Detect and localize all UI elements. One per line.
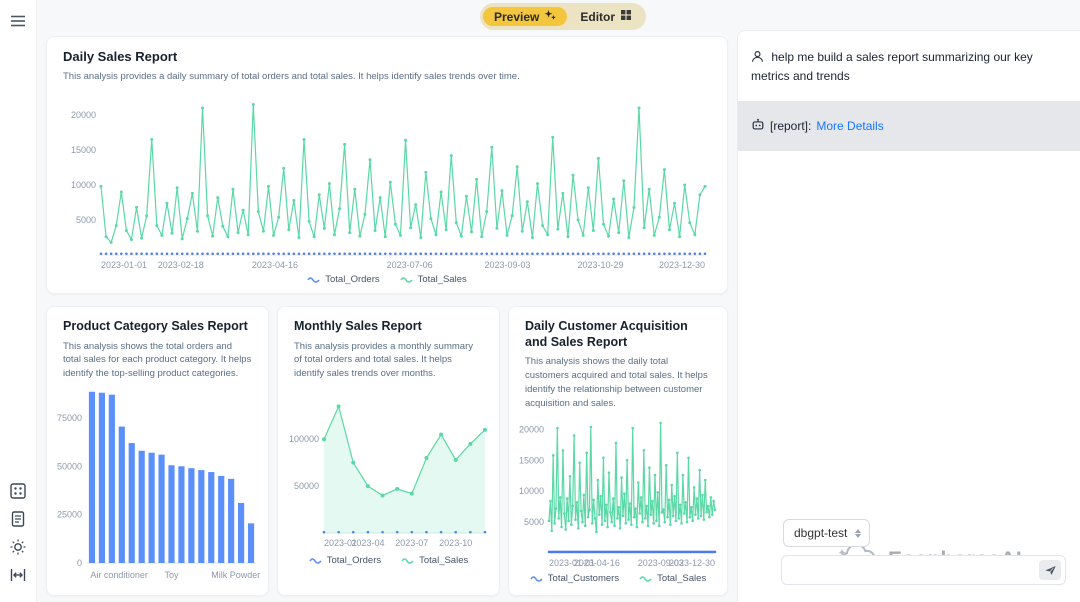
svg-text:75000: 75000 <box>57 413 82 423</box>
card-description: This analysis shows the total orders and… <box>63 340 252 380</box>
category-sales-chart: 0 25000 50000 75000 Air conditioner Toy Milk P… <box>57 391 260 580</box>
card-title: Monthly Sales Report <box>294 319 422 333</box>
chat-panel: help me build a sales report summarizing… <box>737 30 1080 602</box>
send-button[interactable] <box>1039 560 1061 580</box>
wave-icon <box>399 277 413 283</box>
svg-text:2023-04-16: 2023-04-16 <box>574 558 620 568</box>
svg-text:2023-01-01: 2023-01-01 <box>549 558 595 568</box>
editor-tab-label: Editor <box>580 9 616 24</box>
report-prefix: [report]: <box>770 119 812 133</box>
svg-text:20000: 20000 <box>519 424 544 434</box>
card-title: Daily Sales Report <box>63 49 178 64</box>
legend-item-total-sales[interactable]: Total_Sales <box>401 555 468 566</box>
card-title: Product Category Sales Report <box>63 319 248 333</box>
svg-text:15000: 15000 <box>71 145 96 155</box>
collapse-panel-icon[interactable] <box>9 566 27 584</box>
svg-text:2023-09-03: 2023-09-03 <box>484 260 530 270</box>
wave-icon <box>309 558 322 564</box>
svg-text:50000: 50000 <box>57 461 82 471</box>
mode-toggle: Preview Editor <box>480 3 647 30</box>
svg-text:2023-01: 2023-01 <box>324 538 357 548</box>
legend-item-total-customers[interactable]: Total_Customers <box>530 573 619 584</box>
card-description: This analysis shows the daily total cust… <box>525 356 708 409</box>
chart-legend: Total_Orders Total_Sales <box>47 274 727 285</box>
svg-text:0: 0 <box>77 558 82 568</box>
svg-text:2023-10: 2023-10 <box>439 538 472 548</box>
daily-sales-card: Daily Sales Report This analysis provide… <box>46 36 728 294</box>
svg-text:2023-04: 2023-04 <box>351 538 384 548</box>
wave-icon <box>530 576 543 582</box>
svg-text:10000: 10000 <box>71 180 96 190</box>
chat-input[interactable] <box>790 559 1034 583</box>
svg-text:Milk Powder: Milk Powder <box>211 570 260 580</box>
wave-icon <box>307 277 320 283</box>
svg-text:2023-12-30: 2023-12-30 <box>669 558 715 568</box>
svg-text:2023-04-16: 2023-04-16 <box>252 260 298 270</box>
svg-text:Air conditioner: Air conditioner <box>90 570 148 580</box>
legend-item-total-sales[interactable]: Total_Sales <box>399 274 467 285</box>
svg-text:2023-02-18: 2023-02-18 <box>158 260 204 270</box>
svg-text:10000: 10000 <box>519 486 544 496</box>
sparkles-icon <box>544 9 556 24</box>
preview-tab[interactable]: Preview <box>483 7 568 26</box>
svg-text:20000: 20000 <box>71 110 96 120</box>
chat-input-row <box>781 555 1066 585</box>
svg-text:Toy: Toy <box>164 570 179 580</box>
user-message: help me build a sales report summarizing… <box>751 49 1066 86</box>
card-title: Daily Customer Acquisition and Sales Rep… <box>525 319 688 349</box>
model-select[interactable]: dbgpt-test <box>783 519 871 547</box>
wave-icon <box>401 558 414 564</box>
send-icon <box>1044 565 1056 575</box>
wave-icon <box>639 576 652 582</box>
apps-grid-icon[interactable] <box>9 482 27 500</box>
left-sidebar <box>0 0 37 602</box>
robot-icon <box>751 118 765 135</box>
hamburger-menu-icon[interactable] <box>9 12 27 30</box>
svg-text:15000: 15000 <box>519 455 544 465</box>
svg-text:5000: 5000 <box>76 215 96 225</box>
preview-tab-label: Preview <box>494 9 540 24</box>
report-response-row: [report]: More Details <box>738 101 1080 151</box>
card-description: This analysis provides a daily summary o… <box>63 71 520 83</box>
svg-text:100000: 100000 <box>289 434 319 444</box>
legend-item-total-sales[interactable]: Total_Sales <box>639 573 706 584</box>
chart-legend: Total_Orders Total_Sales <box>278 555 499 566</box>
user-icon <box>751 51 767 66</box>
acquisition-card: Daily Customer Acquisition and Sales Rep… <box>508 306 728 596</box>
svg-text:2023-10-29: 2023-10-29 <box>577 260 623 270</box>
legend-item-total-orders[interactable]: Total_Orders <box>307 274 380 285</box>
select-carets-icon <box>855 528 862 538</box>
legend-item-total-orders[interactable]: Total_Orders <box>309 555 381 566</box>
svg-text:2023-07-06: 2023-07-06 <box>387 260 433 270</box>
editor-tab[interactable]: Editor <box>569 7 643 26</box>
theme-sun-icon[interactable] <box>9 538 27 556</box>
svg-text:25000: 25000 <box>57 510 82 520</box>
svg-text:2023-01-01: 2023-01-01 <box>101 260 147 270</box>
grid-icon <box>620 9 632 24</box>
monthly-sales-card: Monthly Sales Report This analysis provi… <box>277 306 500 596</box>
svg-text:5000: 5000 <box>524 517 544 527</box>
svg-text:2023-07: 2023-07 <box>395 538 428 548</box>
more-details-link[interactable]: More Details <box>816 119 884 133</box>
svg-text:50000: 50000 <box>294 481 319 491</box>
svg-text:2023-12-30: 2023-12-30 <box>659 260 705 270</box>
svg-text:2023-09-03: 2023-09-03 <box>638 558 684 568</box>
card-description: This analysis provides a monthly summary… <box>294 340 473 380</box>
category-sales-card: Product Category Sales Report This analy… <box>46 306 269 596</box>
chart-legend: Total_Customers Total_Sales <box>509 573 727 584</box>
daily-sales-chart: 5000 10000 15000 20000 2023-01-01 2023-02-18 2… <box>71 103 707 270</box>
document-icon[interactable] <box>9 510 27 528</box>
model-select-value: dbgpt-test <box>794 526 848 540</box>
user-message-text: help me build a sales report summarizing… <box>751 50 1033 84</box>
